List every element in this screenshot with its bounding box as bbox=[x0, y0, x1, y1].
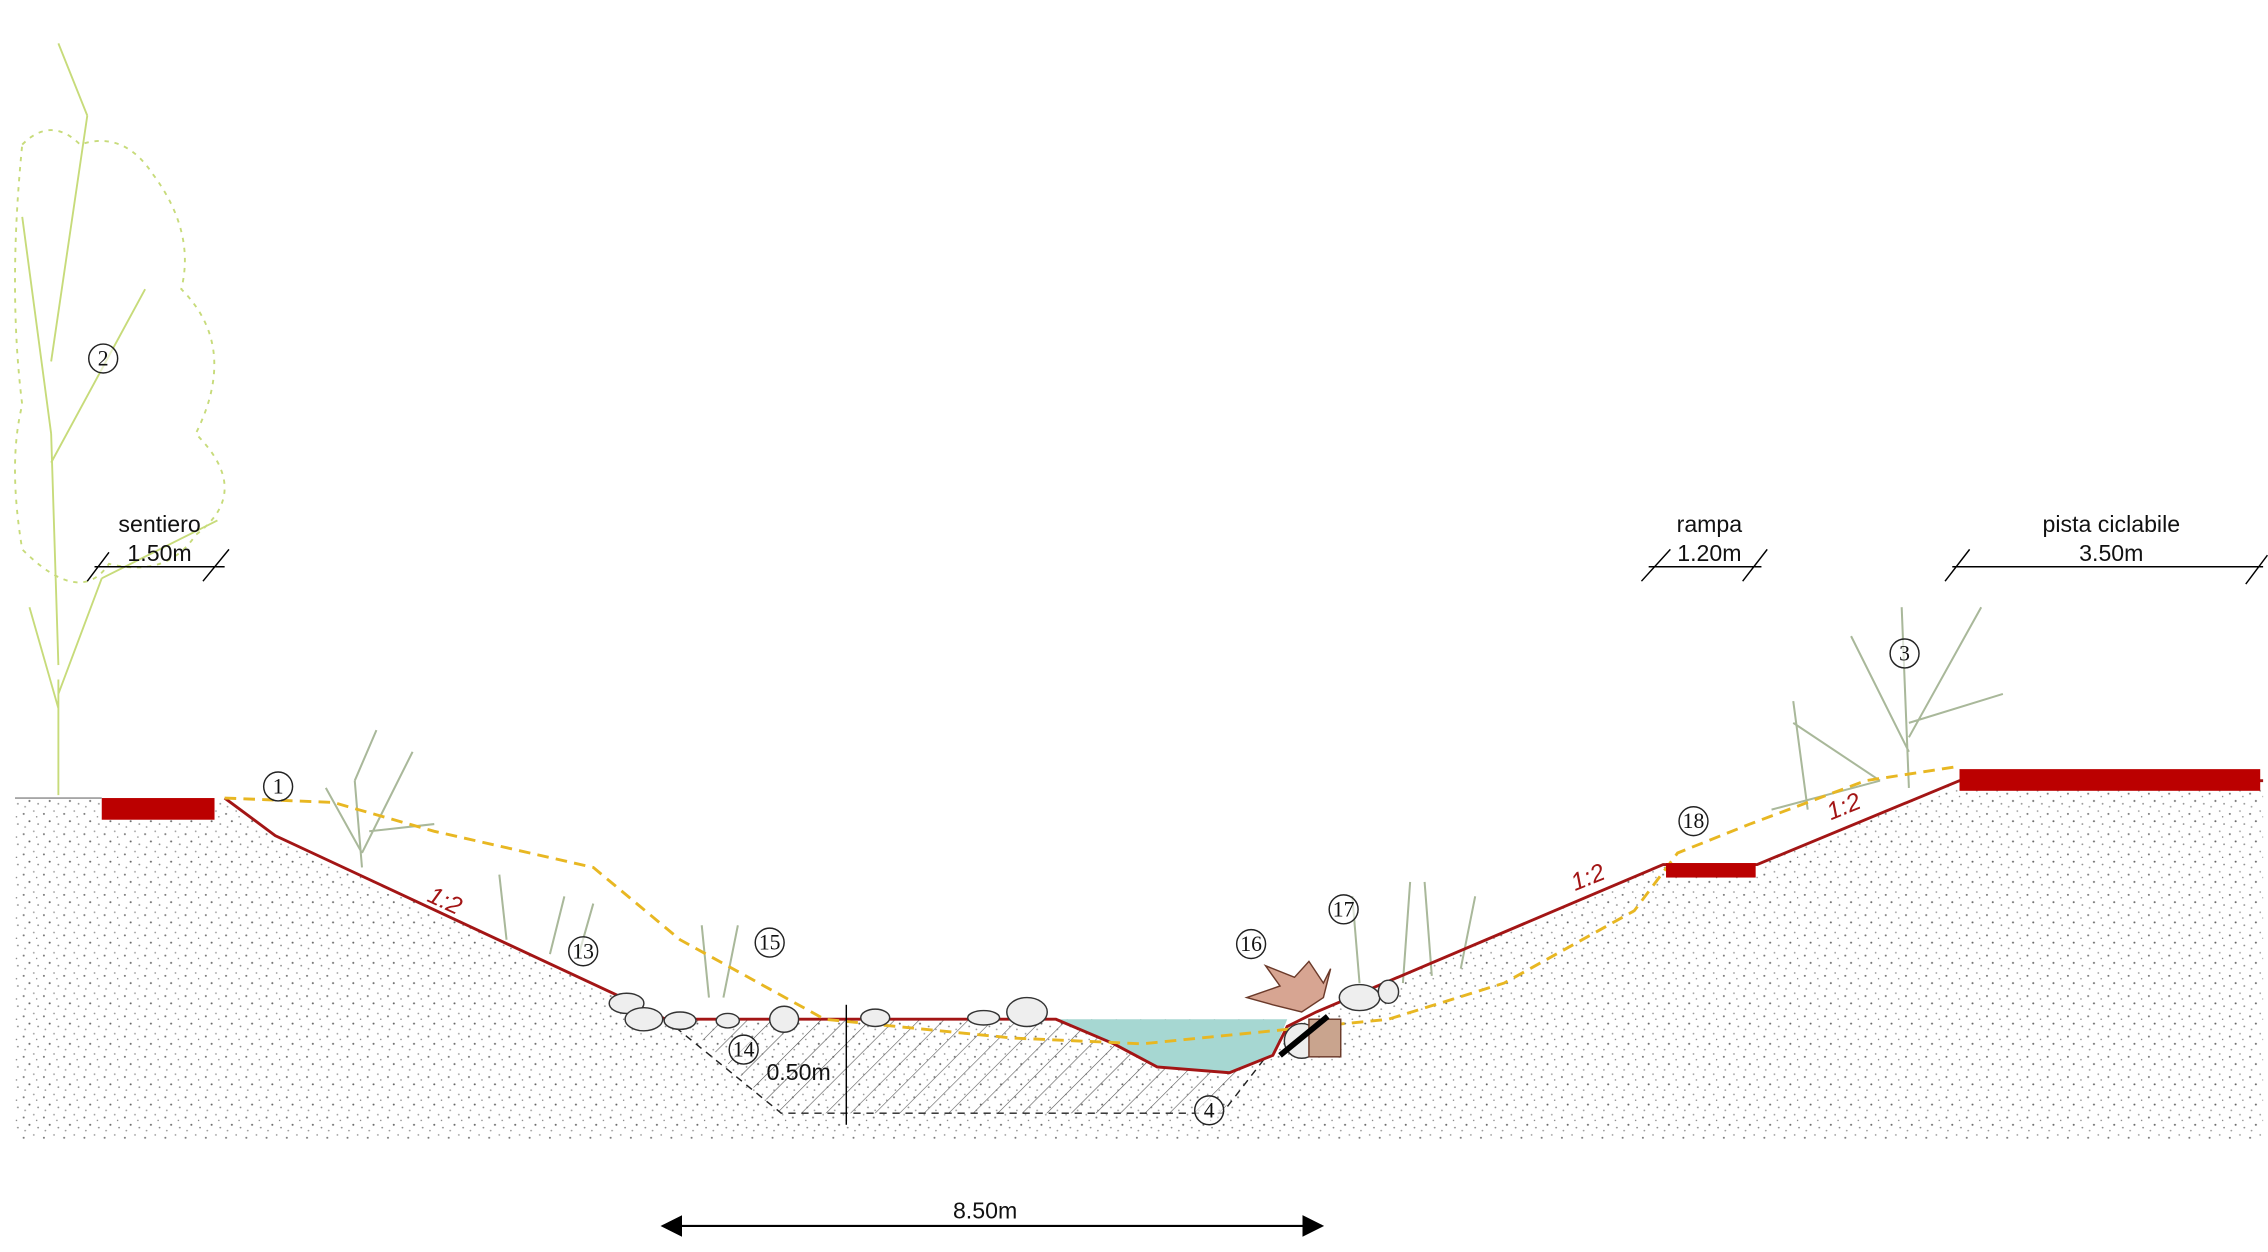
dimension-lines bbox=[86, 548, 2268, 1237]
dimension-name: sentiero bbox=[118, 511, 200, 537]
callout-circle bbox=[1678, 805, 1709, 837]
span-label: 8.50m bbox=[953, 1198, 1017, 1224]
existing-profile bbox=[224, 764, 1960, 1046]
callout-number: 4 bbox=[1204, 1098, 1215, 1122]
dimension-width: 1.20m bbox=[1677, 540, 1741, 566]
root-stump bbox=[1244, 960, 1332, 1013]
callouts: 1 2 3 4 13 14 15 16 17 18 bbox=[88, 343, 1920, 1126]
depth-label: 0.50m bbox=[766, 1059, 830, 1085]
callout-number: 2 bbox=[98, 347, 109, 371]
dimension-name: rampa bbox=[1677, 511, 1743, 537]
dimension-width: 3.50m bbox=[2079, 540, 2143, 566]
ramp-pad bbox=[1666, 863, 1756, 878]
bike-lane-pad bbox=[1959, 769, 2261, 791]
dimension-name: pista ciclabile bbox=[2043, 511, 2181, 537]
callout-number: 17 bbox=[1333, 897, 1355, 921]
path-pad bbox=[101, 798, 215, 820]
callout-number: 1 bbox=[273, 774, 284, 798]
callout-circle bbox=[1193, 1095, 1225, 1126]
callout-circle bbox=[262, 771, 294, 802]
dimension-width: 1.50m bbox=[127, 540, 191, 566]
callout-circle bbox=[1328, 894, 1359, 925]
callout-number: 18 bbox=[1683, 809, 1705, 833]
callout-number: 3 bbox=[1899, 641, 1910, 665]
callout-circle bbox=[1889, 638, 1920, 669]
water bbox=[1055, 1019, 1288, 1073]
stake-bar bbox=[1278, 1014, 1330, 1058]
excavation-outline bbox=[665, 1018, 1288, 1114]
tree bbox=[14, 43, 226, 796]
callout-circle bbox=[1235, 928, 1267, 960]
shrub bbox=[324, 606, 2004, 998]
callout-number: 16 bbox=[1240, 932, 1262, 956]
callout-circle bbox=[567, 936, 599, 967]
callout-circle bbox=[754, 927, 785, 958]
callout-number: 15 bbox=[759, 931, 781, 955]
callout-number: 14 bbox=[733, 1038, 755, 1062]
callout-number: 13 bbox=[572, 939, 594, 963]
callout-circle bbox=[728, 1034, 759, 1065]
callout-circle bbox=[88, 343, 119, 374]
